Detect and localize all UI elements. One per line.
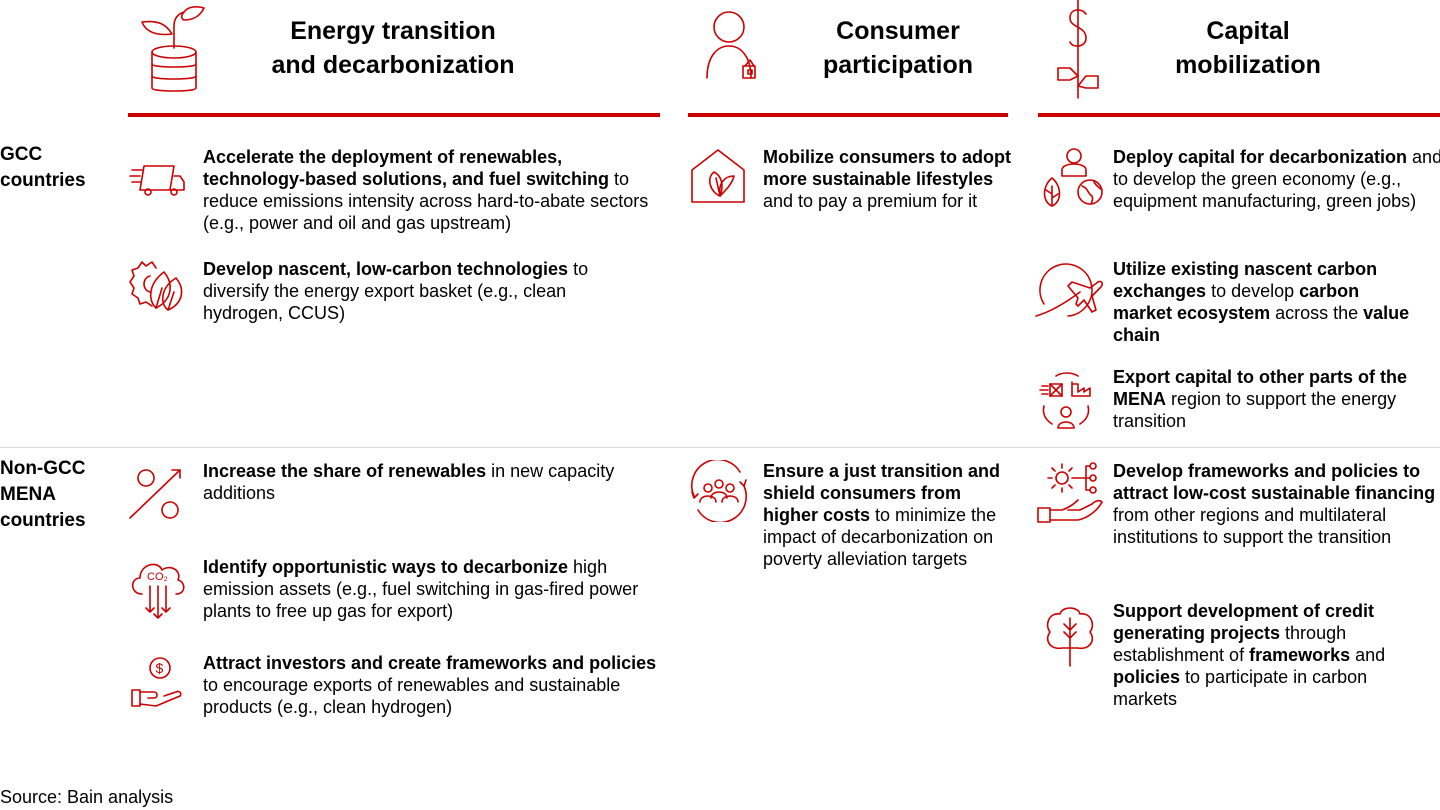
item-text: Accelerate the deployment of renewables,… [203, 147, 649, 233]
column-header-capital: Capital mobilization [1038, 0, 1440, 120]
item-text: Increase the share of renewables in new … [203, 461, 615, 503]
svg-text:CO₂: CO₂ [147, 571, 168, 583]
row-label-gcc: GCC countries [0, 144, 86, 191]
column-title: Consumer participation [822, 17, 973, 79]
source-note: Source: Bain analysis [0, 787, 174, 807]
list-item: $ Attract investors and create framework… [128, 652, 668, 722]
item-text: Support development of credit generating… [1113, 601, 1386, 709]
list-item: Develop frameworks and policies to attra… [1030, 460, 1440, 570]
export-cycle-icon [1034, 370, 1092, 429]
person-leaf-globe-icon [1034, 146, 1103, 207]
column-rule [688, 113, 1008, 117]
list-item: Export capital to other parts of the MEN… [1030, 366, 1440, 436]
column-header-energy: Energy transition and decarbonization [128, 0, 660, 120]
item-text: Develop nascent, low-carbon technologies… [203, 259, 589, 323]
dollar-plant-icon [1052, 0, 1112, 100]
list-item: Develop nascent, low-carbon technologies… [128, 258, 668, 328]
item-text: Develop frameworks and policies to attra… [1113, 461, 1436, 547]
list-item: Mobilize consumers to adopt more sustain… [688, 146, 1018, 236]
co2-cloud-icon: CO₂ [128, 556, 186, 619]
gear-leaf-icon [128, 258, 186, 316]
column-title: Energy transition and decarbonization [271, 17, 515, 79]
list-item: Increase the share of renewables in new … [128, 460, 668, 520]
item-text: Export capital to other parts of the MEN… [1113, 367, 1408, 431]
list-item: CO₂ Identify opportunistic ways to decar… [128, 556, 668, 626]
percent-arrow-icon [128, 464, 186, 522]
item-text: Attract investors and create frameworks … [203, 653, 657, 717]
people-cycle-icon [688, 460, 747, 522]
item-text: Deploy capital for decarbonization and t… [1113, 147, 1440, 211]
list-item: Support development of credit generating… [1030, 600, 1440, 710]
house-leaf-icon [688, 146, 746, 204]
list-item: Accelerate the deployment of renewables,… [128, 146, 668, 236]
plane-orbit-icon [1034, 258, 1103, 317]
row-label-non-gcc: Non-GCC MENA countries [0, 458, 86, 531]
column-title: Capital mobilization [1175, 17, 1321, 79]
tree-icon [1042, 604, 1100, 667]
list-item: Ensure a just transition and shield cons… [688, 460, 1018, 590]
person-wallet-icon [704, 8, 764, 84]
item-text: Mobilize consumers to adopt more sustain… [763, 147, 1012, 211]
truck-icon [128, 160, 186, 218]
svg-text:$: $ [156, 660, 164, 676]
item-text: Identify opportunistic ways to decarboni… [203, 557, 639, 621]
column-header-consumer: Consumer participation [688, 0, 1008, 120]
hand-gear-network-icon [1034, 460, 1103, 523]
hand-dollar-icon: $ [128, 652, 186, 710]
list-item: Utilize existing nascent carbon exchange… [1030, 258, 1440, 348]
column-rule [1038, 113, 1440, 117]
list-item: Deploy capital for decarbonization and t… [1030, 146, 1440, 236]
item-text: Ensure a just transition and shield cons… [763, 461, 1001, 569]
plant-coins-icon [138, 4, 208, 96]
item-text: Utilize existing nascent carbon exchange… [1113, 259, 1410, 345]
column-rule [128, 113, 660, 117]
row-divider [0, 447, 1440, 448]
